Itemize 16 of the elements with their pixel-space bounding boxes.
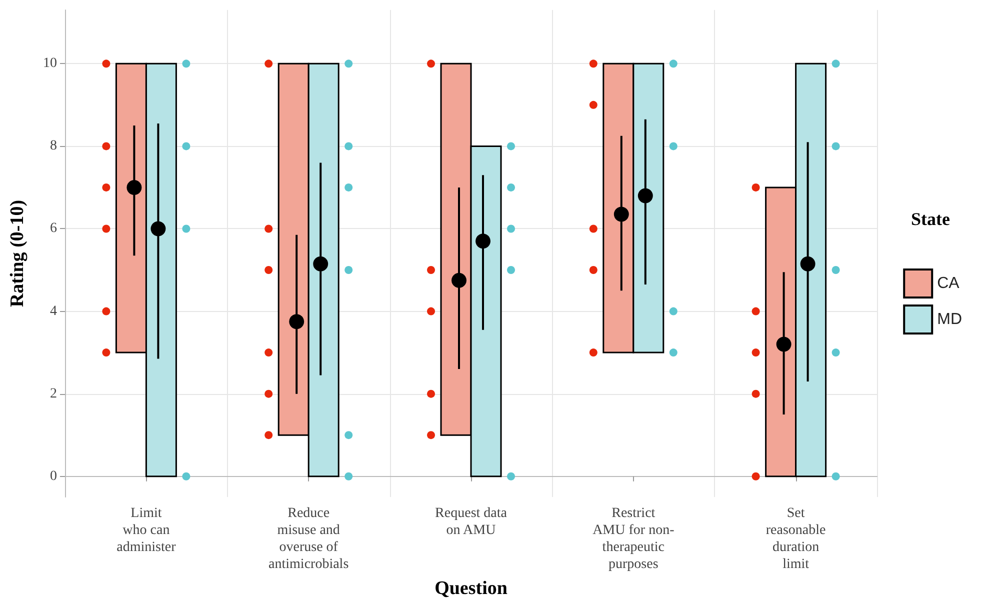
y-axis-title: Rating (0-10)	[7, 200, 28, 308]
y-tick-label: 2	[50, 386, 57, 402]
x-tick-label: Reduce misuse and overuse of antimicrobials	[268, 506, 349, 572]
x-axis-title: Question	[434, 578, 508, 599]
x-tick-label: Request data on AMU	[435, 506, 508, 538]
x-tick-label: Restrict AMU for non- therapeutic purposes	[592, 506, 675, 572]
y-tick-label: 8	[50, 138, 57, 154]
y-tick-label: 6	[50, 221, 57, 236]
legend-label: CA	[937, 275, 960, 292]
legend-label: MD	[937, 311, 962, 328]
legend-title: State	[911, 209, 950, 229]
y-tick-label: 0	[50, 468, 57, 484]
x-tick-label: Set reasonable duration limit	[766, 506, 826, 572]
y-tick-label: 4	[50, 304, 57, 319]
x-tick-label: Limit who can administer	[116, 506, 176, 555]
y-tick-label: 10	[43, 56, 57, 72]
